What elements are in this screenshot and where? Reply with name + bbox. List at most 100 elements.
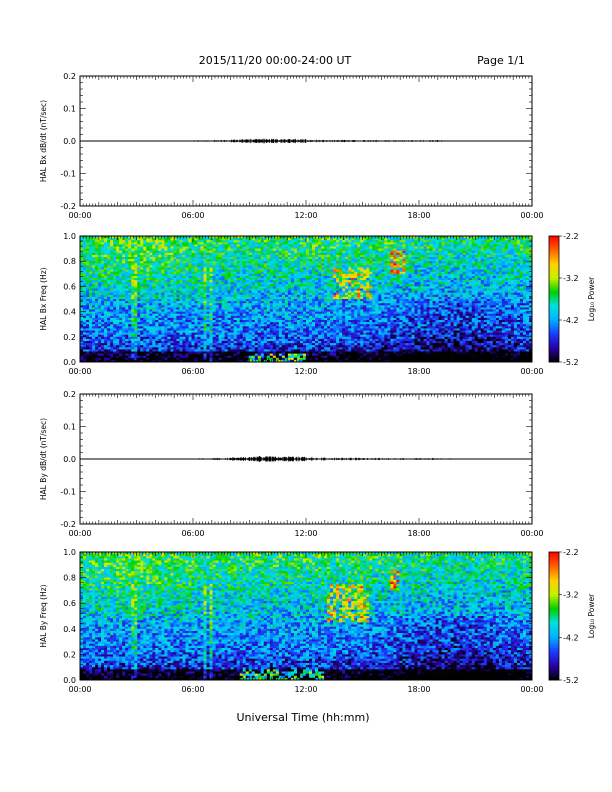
heat-cell bbox=[149, 351, 153, 354]
heat-cell bbox=[245, 317, 250, 321]
heat-cell bbox=[242, 267, 247, 270]
heat-cell bbox=[101, 240, 105, 243]
heat-cell bbox=[113, 328, 117, 331]
heat-cell bbox=[146, 261, 150, 264]
heat-cell bbox=[224, 267, 228, 270]
heat-cell bbox=[167, 313, 171, 317]
heat-cell bbox=[230, 351, 234, 354]
heat-cell bbox=[209, 294, 213, 298]
heat-cell bbox=[110, 343, 114, 346]
heat-cell bbox=[89, 288, 93, 291]
heat-cell bbox=[173, 254, 177, 258]
heat-cell bbox=[191, 338, 195, 342]
heat-cell bbox=[167, 359, 171, 363]
heat-cell bbox=[209, 320, 213, 323]
heat-cell bbox=[170, 275, 174, 279]
heat-cell bbox=[221, 357, 225, 361]
heat-cell bbox=[254, 240, 259, 243]
heat-cell bbox=[206, 313, 210, 317]
heat-cell bbox=[236, 299, 240, 302]
heat-cell bbox=[110, 301, 114, 304]
heat-cell bbox=[224, 240, 228, 243]
heat-cell bbox=[137, 332, 141, 335]
heat-cell bbox=[173, 343, 177, 346]
heat-cell bbox=[149, 345, 153, 348]
heat-cell bbox=[83, 263, 87, 266]
heat-cell bbox=[134, 343, 138, 346]
heat-cell bbox=[113, 303, 117, 306]
heat-cell bbox=[206, 349, 210, 352]
heat-cell bbox=[167, 284, 171, 287]
heat-cell bbox=[80, 267, 84, 270]
heat-cell bbox=[104, 313, 108, 317]
heat-cell bbox=[131, 305, 135, 308]
heat-cell bbox=[182, 292, 186, 296]
heat-cell bbox=[101, 334, 105, 338]
heat-cell bbox=[197, 286, 201, 289]
heat-cell bbox=[110, 330, 114, 333]
heat-cell bbox=[167, 315, 171, 319]
heat-cell bbox=[170, 305, 174, 308]
heat-cell bbox=[176, 307, 180, 310]
heat-cell bbox=[218, 317, 222, 321]
heat-cell bbox=[107, 317, 111, 321]
heat-cell bbox=[128, 299, 132, 302]
heat-cell bbox=[245, 320, 250, 323]
heat-cell bbox=[260, 242, 265, 245]
heat-cell bbox=[86, 242, 90, 245]
heat-cell bbox=[143, 343, 147, 346]
heat-cell bbox=[110, 328, 114, 331]
heat-cell bbox=[215, 345, 219, 348]
heat-cell bbox=[221, 257, 225, 260]
heat-cell bbox=[146, 326, 150, 329]
heat-cell bbox=[248, 345, 253, 348]
heat-cell bbox=[152, 271, 156, 275]
heat-cell bbox=[107, 303, 111, 306]
heat-cell bbox=[164, 359, 168, 363]
heat-cell bbox=[158, 257, 162, 260]
heat-cell bbox=[209, 275, 213, 279]
heat-cell bbox=[281, 254, 286, 258]
heat-cell bbox=[281, 263, 286, 266]
heat-cell bbox=[83, 273, 87, 277]
heat-cell bbox=[236, 244, 240, 247]
heat-cell bbox=[284, 282, 289, 285]
heat-cell bbox=[215, 252, 219, 256]
heat-cell bbox=[140, 341, 144, 344]
heat-cell bbox=[95, 351, 99, 354]
heat-cell bbox=[272, 242, 277, 245]
heat-cell bbox=[83, 252, 87, 256]
heat-cell bbox=[284, 238, 289, 241]
heat-cell bbox=[263, 244, 268, 247]
heat-cell bbox=[239, 313, 244, 317]
heat-cell bbox=[200, 265, 204, 268]
heat-cell bbox=[257, 236, 262, 239]
heat-cell bbox=[95, 305, 99, 308]
heat-cell bbox=[269, 267, 274, 270]
y-tick-label: -0.1 bbox=[60, 170, 76, 179]
heat-cell bbox=[248, 257, 253, 260]
heat-cell bbox=[215, 303, 219, 306]
heat-cell bbox=[266, 267, 271, 270]
heat-cell bbox=[278, 343, 283, 346]
heat-cell bbox=[212, 305, 216, 308]
heat-cell bbox=[227, 307, 231, 310]
heat-cell bbox=[209, 240, 213, 243]
heat-cell bbox=[206, 242, 210, 245]
heat-cell bbox=[230, 238, 234, 241]
heat-cell bbox=[215, 238, 219, 241]
heat-cell bbox=[200, 328, 204, 331]
heat-cell bbox=[260, 252, 265, 256]
heat-cell bbox=[134, 259, 138, 262]
heat-cell bbox=[269, 244, 274, 247]
heat-cell bbox=[128, 240, 132, 243]
heat-cell bbox=[200, 286, 204, 289]
heat-cell bbox=[227, 278, 231, 281]
heat-cell bbox=[281, 309, 286, 312]
heat-cell bbox=[218, 284, 222, 287]
heat-cell bbox=[278, 246, 283, 249]
heat-cell bbox=[125, 353, 129, 356]
heat-cell bbox=[119, 271, 123, 275]
heat-cell bbox=[155, 248, 159, 251]
heat-cell bbox=[98, 252, 102, 256]
